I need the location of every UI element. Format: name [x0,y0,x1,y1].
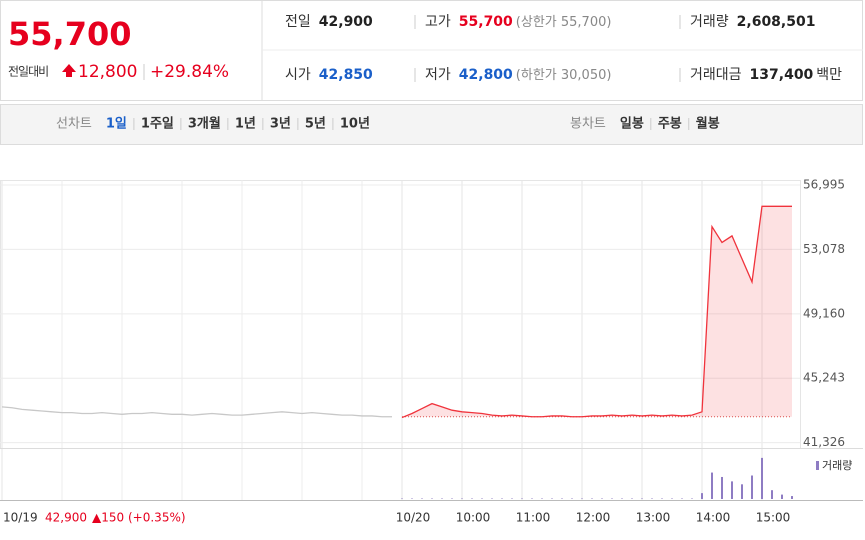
legend-label: 거래량 [822,459,852,472]
volume-bar [781,495,783,499]
volume-bar [701,493,703,499]
tab[interactable]: 3개월 [188,116,221,132]
stats: 전일 42,900 고가 55,700(상한가 55,700) 거래량 2,608,501… [285,14,842,83]
up-arrow [62,64,76,77]
x-tick-label: 14:00 [696,511,731,525]
y-tick-label: 49,160 [803,306,845,320]
price: 55,700 [8,15,131,53]
tab[interactable]: 1년 [235,117,256,132]
stat: 저가 42,800(하한가 30,050) [425,67,611,83]
tab[interactable]: 월봉 [696,116,720,132]
x-tick-label: 10:00 [456,511,491,525]
volume-bar [751,476,753,500]
stat-label: 저가 [425,67,451,83]
tab-bar [1,105,863,145]
x-tick-label: 13:00 [636,511,671,525]
stat-note: (하한가 30,050) [516,68,612,83]
prev-close: 42,900 [45,511,87,525]
stat: 고가 55,700(상한가 55,700) [425,14,611,30]
prev-rate: (+0.35%) [128,511,186,525]
change-rate: +29.84% [150,62,229,82]
stat-label: 거래량 [690,14,729,30]
stat-value: 137,400 [750,67,814,83]
volume-bar [741,484,743,499]
stat-unit: 백만 [816,67,842,83]
tab[interactable]: 주봉 [658,117,682,132]
stat-value: 42,900 [319,14,373,30]
volume-bar [771,490,773,499]
stat-note: (상한가 55,700) [516,15,612,30]
tab[interactable]: 10년 [340,117,370,132]
tab[interactable]: 1주일 [141,117,174,132]
volume-bar [791,496,793,499]
volume-bar [731,481,733,499]
stat-value: 42,850 [319,67,373,83]
y-tick-label: 41,326 [803,435,845,449]
legend-swatch [816,461,819,470]
y-tick-label: 56,995 [803,178,845,192]
tab[interactable]: 일봉 [620,117,644,132]
stat: 전일 42,900 [285,14,373,30]
stat-label: 시가 [285,67,311,83]
y-tick-label: 45,243 [803,371,845,385]
stat-value: 42,800 [459,67,513,83]
tab-label: 봉차트 [570,117,606,132]
plot-frame [1,181,801,449]
x-tick-label: 15:00 [756,511,791,525]
change: 12,800 [78,62,137,82]
stat-label: 거래대금 [690,67,742,83]
y-tick-label: 53,078 [803,242,845,256]
stat: 시가 42,850 [285,67,373,83]
stat-value: 55,700 [459,14,513,30]
tab[interactable]: 3년 [270,117,291,132]
tab[interactable]: 5년 [305,117,326,132]
tab[interactable]: 1일 [106,117,127,132]
stat-label: 고가 [425,14,451,30]
x-tick-label: 10/19 [3,511,38,525]
prev-change: ▲150 [92,511,124,525]
volume-bar [761,458,763,499]
x-tick-label: 10/20 [396,511,431,525]
change-label: 전일대비 [8,65,48,79]
stat-value: 2,608,501 [737,14,816,30]
stat: 거래량 2,608,501 [690,14,815,30]
volume-bar [721,477,723,499]
x-tick-label: 11:00 [516,511,551,525]
volume-bar [711,473,713,499]
stat-label: 전일 [285,14,311,30]
line [2,407,392,417]
x-tick-label: 12:00 [576,511,611,525]
plot: 10/19 10/20 10:00 11:00 12:00 13:00 14:00 15:00… [0,178,863,525]
tab-label: 선차트 [56,117,92,132]
